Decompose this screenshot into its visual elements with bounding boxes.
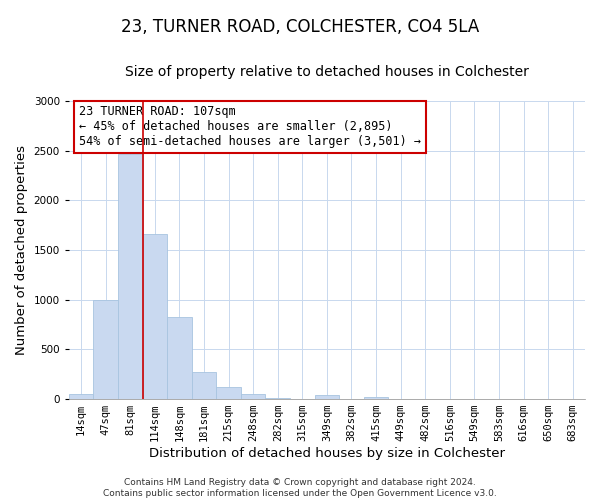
Y-axis label: Number of detached properties: Number of detached properties bbox=[15, 145, 28, 355]
Bar bbox=[241, 394, 265, 399]
Bar bbox=[265, 398, 290, 399]
Text: 23, TURNER ROAD, COLCHESTER, CO4 5LA: 23, TURNER ROAD, COLCHESTER, CO4 5LA bbox=[121, 18, 479, 36]
Bar bbox=[118, 154, 143, 399]
Bar bbox=[192, 372, 217, 399]
Bar bbox=[143, 234, 167, 399]
Title: Size of property relative to detached houses in Colchester: Size of property relative to detached ho… bbox=[125, 65, 529, 79]
Bar bbox=[69, 394, 94, 399]
Text: 23 TURNER ROAD: 107sqm
← 45% of detached houses are smaller (2,895)
54% of semi-: 23 TURNER ROAD: 107sqm ← 45% of detached… bbox=[79, 106, 421, 148]
Bar bbox=[167, 316, 192, 399]
Bar bbox=[364, 397, 388, 399]
Text: Contains HM Land Registry data © Crown copyright and database right 2024.
Contai: Contains HM Land Registry data © Crown c… bbox=[103, 478, 497, 498]
X-axis label: Distribution of detached houses by size in Colchester: Distribution of detached houses by size … bbox=[149, 447, 505, 460]
Bar bbox=[94, 300, 118, 399]
Bar bbox=[314, 395, 339, 399]
Bar bbox=[217, 387, 241, 399]
